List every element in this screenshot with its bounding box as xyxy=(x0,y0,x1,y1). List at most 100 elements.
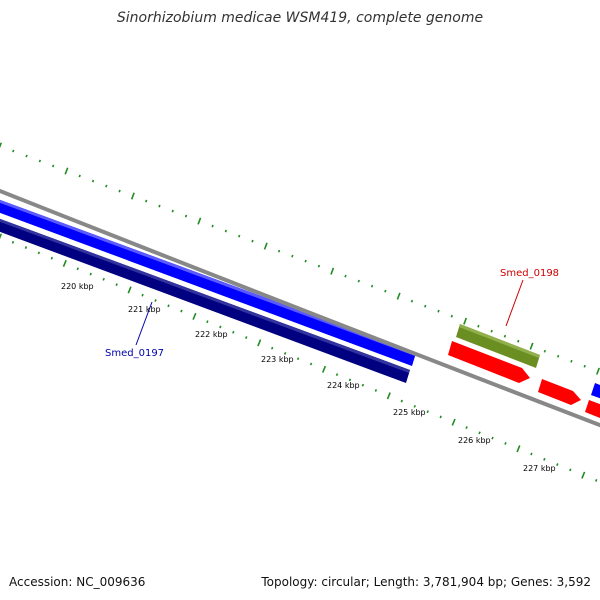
gene-smed-0197-strand[interactable] xyxy=(0,217,410,383)
scale-tick xyxy=(102,277,105,281)
scale-tick xyxy=(374,389,378,392)
outer-tick xyxy=(370,284,374,288)
scale-tick xyxy=(62,259,67,268)
scale-tick xyxy=(335,373,339,377)
outer-tick xyxy=(517,339,520,343)
outer-tick xyxy=(317,264,321,268)
outer-tick xyxy=(596,367,600,375)
outer-tick xyxy=(171,209,174,213)
scale-tick xyxy=(89,272,92,276)
scale-label: 221 kbp xyxy=(128,305,161,314)
smed-0198-leader xyxy=(505,279,524,327)
scale-tick xyxy=(516,445,521,453)
scale-tick xyxy=(11,240,15,244)
outer-tick xyxy=(357,279,360,283)
smed-0198-label[interactable]: Smed_0198 xyxy=(500,268,559,279)
outer-tick xyxy=(0,142,2,149)
scale-tick xyxy=(270,346,274,350)
scale-tick xyxy=(232,330,235,334)
scale-tick xyxy=(127,286,132,294)
outer-tick xyxy=(64,167,69,175)
scale-tick xyxy=(556,463,559,466)
scale-tick xyxy=(283,352,287,355)
scale-tick xyxy=(37,251,41,255)
outer-tick xyxy=(118,189,121,193)
scale-tick xyxy=(321,365,327,373)
rna-feature[interactable] xyxy=(456,324,540,368)
outer-tick xyxy=(91,179,95,183)
outer-tick xyxy=(130,192,135,200)
scale-tick xyxy=(141,293,144,297)
scale-tick xyxy=(439,415,442,419)
scale-label: 220 kbp xyxy=(61,282,94,291)
scale-label: 222 kbp xyxy=(195,330,228,339)
outer-tick xyxy=(570,359,573,363)
outer-tick xyxy=(503,334,507,338)
outer-tick xyxy=(490,329,493,333)
outer-tick xyxy=(145,199,148,203)
scale-tick xyxy=(530,452,533,456)
outer-tick xyxy=(238,234,241,238)
outer-tick xyxy=(410,299,414,303)
outer-tick xyxy=(450,314,453,318)
outer-tick xyxy=(51,164,55,168)
scale-tick xyxy=(115,283,118,287)
outer-tick xyxy=(251,239,254,243)
scale-tick xyxy=(192,312,197,320)
smed-0197-label[interactable]: Smed_0197 xyxy=(105,348,164,359)
scale-label: 227 kbp xyxy=(523,464,556,473)
scale-tick xyxy=(478,431,481,435)
gene-blue-edge[interactable] xyxy=(591,383,600,400)
scale-tick-track xyxy=(0,233,598,482)
accession-text: Accession: NC_009636 xyxy=(9,575,146,589)
map-title: Sinorhizobium medicae WSM419, complete g… xyxy=(116,10,484,26)
outer-tick xyxy=(224,229,228,233)
outer-tick xyxy=(529,342,534,350)
scale-tick xyxy=(400,399,403,403)
scale-tick xyxy=(76,267,79,271)
scale-tick xyxy=(386,392,391,400)
gene-smed-0198[interactable] xyxy=(448,341,530,383)
scale-tick xyxy=(219,325,222,329)
scale-tick xyxy=(50,256,54,260)
scale-tick xyxy=(491,436,494,440)
outer-tick xyxy=(344,274,347,278)
scale-tick xyxy=(465,426,468,429)
scale-tick xyxy=(180,309,183,313)
outer-tick xyxy=(211,224,214,228)
outer-tick xyxy=(583,364,586,368)
scale-tick xyxy=(0,233,3,240)
outer-tick xyxy=(184,214,188,218)
gene-smed-0197-strand-highlight xyxy=(0,218,410,373)
smed-0197-leader xyxy=(135,301,153,346)
gene-smed-0197-forward[interactable] xyxy=(0,198,416,366)
scale-tick xyxy=(167,304,170,308)
scale-label: 223 kbp xyxy=(261,355,294,364)
outer-tick xyxy=(291,254,294,258)
outer-tick xyxy=(463,317,468,325)
outer-tick xyxy=(396,292,401,300)
outer-tick xyxy=(78,174,81,178)
scale-label: 224 kbp xyxy=(327,381,360,390)
scale-tick xyxy=(413,404,416,408)
scale-tick xyxy=(361,383,365,387)
gene-red-arrow-2[interactable] xyxy=(538,379,581,405)
scale-tick xyxy=(595,479,598,482)
outer-tick xyxy=(38,159,42,163)
outer-tick xyxy=(105,184,108,188)
scale-tick xyxy=(543,457,546,461)
scale-tick xyxy=(24,246,28,249)
outer-tick xyxy=(263,242,268,250)
outer-tick-track xyxy=(0,142,600,375)
gene-smed-0197-highlight xyxy=(0,199,416,356)
scale-tick xyxy=(309,362,313,366)
outer-tick xyxy=(158,204,161,208)
scale-tick xyxy=(245,336,248,339)
outer-tick xyxy=(424,304,427,308)
scale-label: 226 kbp xyxy=(458,436,491,445)
gene-red-arrow-3[interactable] xyxy=(585,400,600,420)
scale-tick xyxy=(296,357,300,361)
genome-backbone xyxy=(0,188,600,428)
scale-labels: 220 kbp 221 kbp 222 kbp 223 kbp 224 kbp … xyxy=(61,282,556,473)
